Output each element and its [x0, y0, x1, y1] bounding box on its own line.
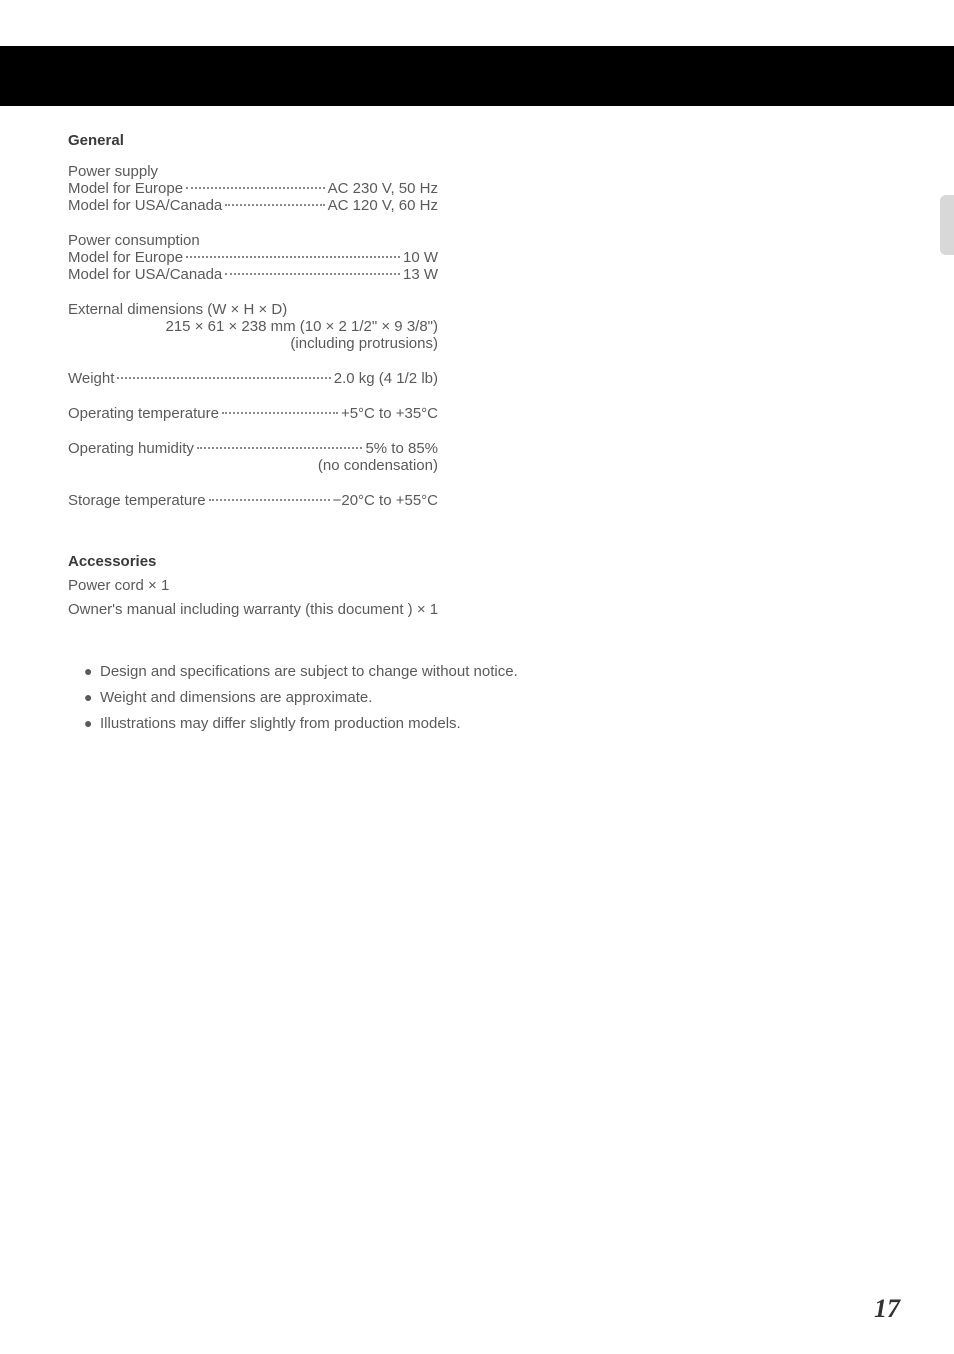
- accessory-item: Owner's manual including warranty (this …: [68, 598, 886, 622]
- dot-leader: [186, 187, 325, 189]
- heading-general: General: [68, 132, 886, 149]
- spec-label: Model for Europe: [68, 249, 183, 266]
- spec-row: Weight 2.0 kg (4 1/2 lb): [68, 370, 438, 387]
- spec-row: Operating humidity 5% to 85%: [68, 440, 438, 457]
- page-number: 17: [874, 1294, 900, 1324]
- spec-value: −20°C to +55°C: [333, 492, 438, 509]
- spec-row: Model for Europe 10 W: [68, 249, 438, 266]
- spec-value: AC 120 V, 60 Hz: [328, 197, 438, 214]
- spec-row: Model for USA/Canada 13 W: [68, 266, 438, 283]
- spec-subline: 215 × 61 × 238 mm (10 × 2 1/2" × 9 3/8"): [68, 318, 438, 335]
- section-accessories: Accessories Power cord × 1 Owner's manua…: [68, 553, 886, 622]
- note-text: Weight and dimensions are approximate.: [100, 686, 372, 710]
- spec-subline: (no condensation): [68, 457, 438, 474]
- accessory-item: Power cord × 1: [68, 574, 886, 598]
- spec-label: Model for USA/Canada: [68, 266, 222, 283]
- spec-column: Power supply Model for Europe AC 230 V, …: [68, 163, 438, 509]
- spec-storage-temp: Storage temperature −20°C to +55°C: [68, 492, 438, 509]
- side-tab: [940, 195, 954, 255]
- spec-row: Storage temperature −20°C to +55°C: [68, 492, 438, 509]
- spec-title: External dimensions (W × H × D): [68, 301, 438, 318]
- spec-value: AC 230 V, 50 Hz: [328, 180, 438, 197]
- bullet-icon: ●: [84, 712, 100, 734]
- spec-power-supply: Power supply Model for Europe AC 230 V, …: [68, 163, 438, 214]
- bullet-icon: ●: [84, 686, 100, 708]
- page-content: General Power supply Model for Europe AC…: [68, 132, 886, 738]
- dot-leader: [117, 377, 330, 379]
- spec-row: Operating temperature +5°C to +35°C: [68, 405, 438, 422]
- spec-label: Model for USA/Canada: [68, 197, 222, 214]
- spec-label: Operating temperature: [68, 405, 219, 422]
- dot-leader: [222, 412, 338, 414]
- spec-title: Power supply: [68, 163, 438, 180]
- spec-subline: (including protrusions): [68, 335, 438, 352]
- spec-label: Operating humidity: [68, 440, 194, 457]
- dot-leader: [186, 256, 400, 258]
- note-item: ● Design and specifications are subject …: [84, 660, 886, 684]
- spec-label: Storage temperature: [68, 492, 206, 509]
- dot-leader: [209, 499, 330, 501]
- spec-value: 10 W: [403, 249, 438, 266]
- spec-weight: Weight 2.0 kg (4 1/2 lb): [68, 370, 438, 387]
- notes-list: ● Design and specifications are subject …: [84, 660, 886, 736]
- section-general: General Power supply Model for Europe AC…: [68, 132, 886, 509]
- spec-op-humidity: Operating humidity 5% to 85% (no condens…: [68, 440, 438, 474]
- spec-row: Model for Europe AC 230 V, 50 Hz: [68, 180, 438, 197]
- spec-value: 5% to 85%: [365, 440, 438, 457]
- spec-power-consumption: Power consumption Model for Europe 10 W …: [68, 232, 438, 283]
- dot-leader: [197, 447, 363, 449]
- spec-row: Model for USA/Canada AC 120 V, 60 Hz: [68, 197, 438, 214]
- note-text: Illustrations may differ slightly from p…: [100, 712, 461, 736]
- spec-op-temp: Operating temperature +5°C to +35°C: [68, 405, 438, 422]
- dot-leader: [225, 273, 400, 275]
- spec-title: Power consumption: [68, 232, 438, 249]
- spec-value: 13 W: [403, 266, 438, 283]
- spec-label: Weight: [68, 370, 114, 387]
- spec-label: Model for Europe: [68, 180, 183, 197]
- dot-leader: [225, 204, 324, 206]
- note-item: ● Illustrations may differ slightly from…: [84, 712, 886, 736]
- bullet-icon: ●: [84, 660, 100, 682]
- header-blackbar: [0, 46, 954, 106]
- spec-value: 2.0 kg (4 1/2 lb): [334, 370, 438, 387]
- note-text: Design and specifications are subject to…: [100, 660, 518, 684]
- spec-value: +5°C to +35°C: [341, 405, 438, 422]
- note-item: ● Weight and dimensions are approximate.: [84, 686, 886, 710]
- heading-accessories: Accessories: [68, 553, 886, 570]
- spec-external-dimensions: External dimensions (W × H × D) 215 × 61…: [68, 301, 438, 352]
